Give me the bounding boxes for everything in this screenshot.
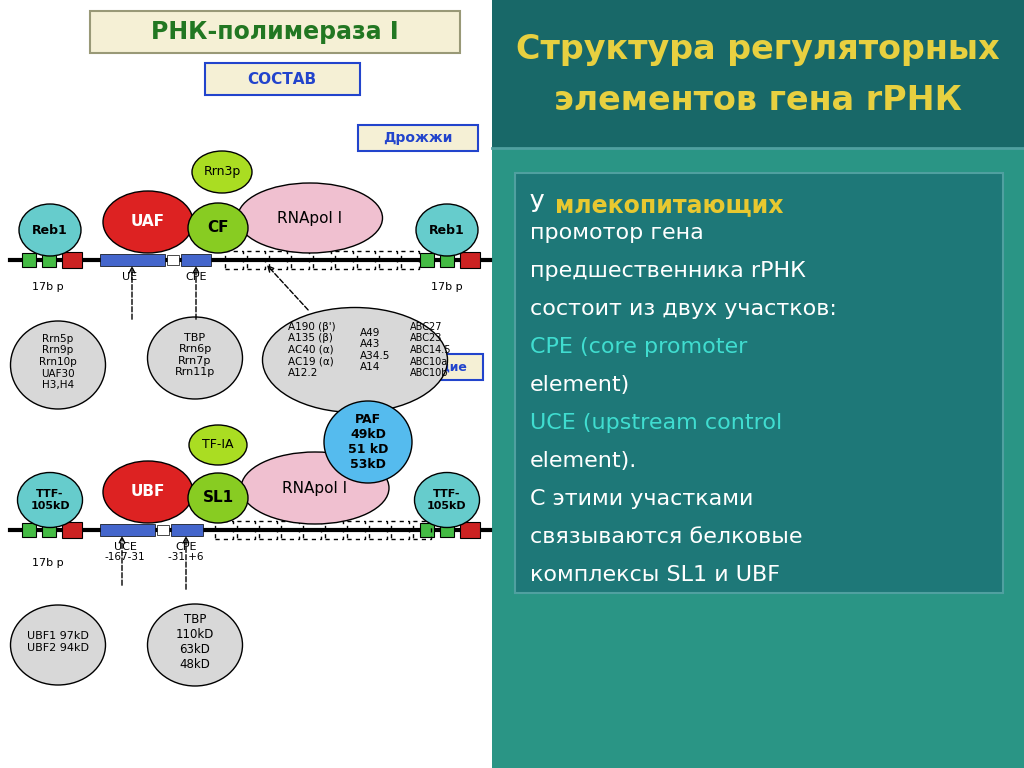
Text: element).: element). [530,451,637,471]
Ellipse shape [415,472,479,528]
Text: предшественника rРНК: предшественника rРНК [530,261,806,281]
Text: связываются белковые: связываются белковые [530,527,803,547]
Ellipse shape [188,203,248,253]
Text: UBF1 97kD
UBF2 94kD: UBF1 97kD UBF2 94kD [27,631,89,653]
Ellipse shape [10,321,105,409]
Text: Млекопитающие: Млекопитающие [344,360,467,373]
Ellipse shape [193,151,252,193]
Ellipse shape [147,317,243,399]
Text: млекопитающих: млекопитающих [555,193,783,217]
Text: TF-IA: TF-IA [203,439,233,452]
Ellipse shape [17,472,83,528]
FancyBboxPatch shape [167,255,179,265]
Text: 17b p: 17b p [431,282,463,292]
Ellipse shape [103,191,193,253]
Text: Rrn3p: Rrn3p [204,165,241,178]
FancyBboxPatch shape [0,0,492,768]
Text: С этими участками: С этими участками [530,489,754,509]
Text: CPE: CPE [175,542,197,552]
Text: -31 +6: -31 +6 [168,552,204,562]
FancyBboxPatch shape [515,173,1002,593]
Text: UCE: UCE [114,542,136,552]
FancyBboxPatch shape [440,253,454,267]
Text: комплексы SL1 и UBF: комплексы SL1 и UBF [530,565,780,585]
FancyBboxPatch shape [157,525,169,535]
Text: Reb1: Reb1 [429,223,465,237]
Text: Структура регуляторных: Структура регуляторных [516,34,999,67]
Text: UE: UE [123,272,137,282]
FancyBboxPatch shape [181,254,211,266]
Text: ABC27
ABC23
ABC14.5
ABC10a
ABC10b: ABC27 ABC23 ABC14.5 ABC10a ABC10b [410,322,452,378]
Ellipse shape [10,605,105,685]
FancyBboxPatch shape [62,522,82,538]
Ellipse shape [103,461,193,523]
FancyBboxPatch shape [492,0,1024,768]
Text: A190 (β')
A135 (β)
AC40 (α)
AC19 (α)
A12.2: A190 (β') A135 (β) AC40 (α) AC19 (α) A12… [288,322,336,378]
Text: RNApol I: RNApol I [283,481,347,495]
Text: состоит из двух участков:: состоит из двух участков: [530,299,837,319]
FancyBboxPatch shape [460,252,480,268]
Ellipse shape [262,307,447,412]
FancyBboxPatch shape [205,63,360,95]
Text: промотор гена: промотор гена [530,223,703,243]
FancyBboxPatch shape [62,252,82,268]
FancyBboxPatch shape [358,125,478,151]
Text: CPE (core promoter: CPE (core promoter [530,337,748,357]
FancyBboxPatch shape [42,523,56,537]
FancyBboxPatch shape [42,253,56,267]
Text: A49
A43
A34.5
A14: A49 A43 A34.5 A14 [360,328,390,372]
Text: TTF-
105kD: TTF- 105kD [30,489,70,511]
FancyBboxPatch shape [22,253,36,267]
Text: CPE: CPE [185,272,207,282]
FancyBboxPatch shape [460,522,480,538]
FancyBboxPatch shape [100,254,165,266]
Text: Дрожжи: Дрожжи [383,131,453,145]
FancyBboxPatch shape [328,354,483,380]
FancyBboxPatch shape [420,253,434,267]
Text: SL1: SL1 [203,491,233,505]
Text: 17b p: 17b p [32,282,63,292]
Text: У: У [530,193,552,217]
Text: Rrn5p
Rrn9p
Rrn10p
UAF30
H3,H4: Rrn5p Rrn9p Rrn10p UAF30 H3,H4 [39,334,77,390]
Text: СОСТАВ: СОСТАВ [248,71,316,87]
Text: CF: CF [207,220,228,236]
FancyBboxPatch shape [100,524,155,536]
FancyBboxPatch shape [440,523,454,537]
Text: UCE (upstream control: UCE (upstream control [530,413,782,433]
Ellipse shape [19,204,81,256]
Ellipse shape [241,452,389,524]
Text: Reb1: Reb1 [32,223,68,237]
Text: element): element) [530,375,630,395]
Ellipse shape [189,425,247,465]
Text: -167-31: -167-31 [104,552,145,562]
FancyBboxPatch shape [492,0,1024,148]
Text: UBF: UBF [131,485,165,499]
Ellipse shape [416,204,478,256]
Ellipse shape [188,473,248,523]
Ellipse shape [147,604,243,686]
FancyBboxPatch shape [90,11,460,53]
Text: RNApol I: RNApol I [278,210,343,226]
Text: TBP
110kD
63kD
48kD: TBP 110kD 63kD 48kD [176,613,214,671]
FancyBboxPatch shape [22,523,36,537]
Text: РНК-полимераза I: РНК-полимераза I [152,20,398,44]
Ellipse shape [238,183,383,253]
FancyBboxPatch shape [420,523,434,537]
Text: элементов гена rРНК: элементов гена rРНК [554,84,962,117]
FancyBboxPatch shape [171,524,203,536]
Text: 17b p: 17b p [32,558,63,568]
Ellipse shape [324,401,412,483]
Text: TBP
Rrn6p
Rrn7p
Rrn11p: TBP Rrn6p Rrn7p Rrn11p [175,333,215,377]
Text: TTF-
105kD: TTF- 105kD [427,489,467,511]
Text: UAF: UAF [131,214,165,230]
Text: PAF
49kD
51 kD
53kD: PAF 49kD 51 kD 53kD [348,413,388,471]
